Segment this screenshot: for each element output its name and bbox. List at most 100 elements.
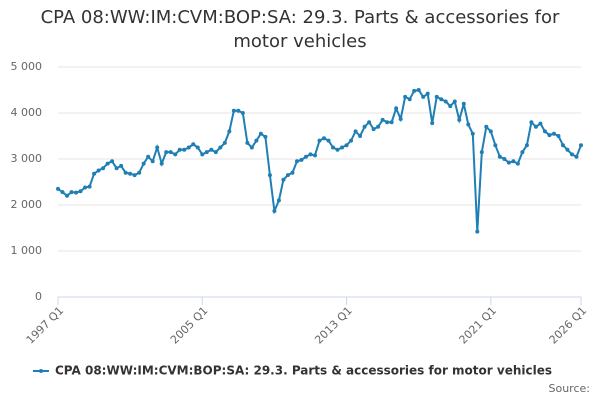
data-point [385,120,390,125]
data-point [231,108,236,113]
data-point [407,97,412,102]
data-point [524,143,529,148]
y-tick-label: 2 000 [11,198,43,211]
data-point [547,133,552,138]
data-point [272,208,277,213]
data-point [240,111,245,115]
data-point [488,129,493,134]
data-point [331,145,336,150]
data-point [376,124,381,129]
data-point [159,161,164,166]
data-point [209,147,214,152]
data-point [60,190,65,195]
data-point [69,190,74,195]
data-point [254,138,259,143]
data-point [87,184,92,189]
data-point [362,124,367,129]
data-point [520,150,525,155]
data-point [132,173,137,178]
data-point [114,166,119,171]
data-point [394,106,399,111]
chart-title: CPA 08:WW:IM:CVM:BOP:SA: 29.3. Parts & a… [40,7,560,52]
data-point [137,170,142,175]
data-point [150,159,155,164]
data-point [222,140,227,145]
y-tick-label: 5 000 [11,60,43,73]
data-point [182,147,187,152]
data-point [312,153,317,158]
data-point [389,120,394,125]
data-point [551,131,556,136]
data-point [218,145,223,150]
data-point [56,186,60,191]
x-tick-label: 2021 Q1 [457,304,500,347]
data-point [434,94,439,99]
data-point [128,171,133,176]
data-point [335,147,340,152]
data-point [96,168,101,173]
data-point [461,101,466,106]
data-point [556,134,561,138]
data-point [258,131,263,136]
data-point [92,171,97,176]
y-tick-label: 1 000 [11,244,43,257]
data-point [105,161,110,166]
data-point [123,170,128,175]
data-point [308,152,313,157]
data-point [353,129,358,134]
data-point [83,185,88,190]
data-point [560,143,565,148]
data-point [141,161,146,166]
data-point [186,145,191,150]
source-label: Source: [549,382,591,395]
data-point [421,94,426,99]
data-point [200,152,205,157]
data-point [249,145,254,150]
data-point [344,143,349,148]
data-point [511,159,516,164]
data-point [110,159,115,164]
data-point [322,136,327,141]
data-point [380,117,385,122]
y-tick-label: 0 [35,290,42,303]
data-point [146,154,151,159]
data-point [155,145,160,150]
data-point [290,170,295,175]
data-point [294,159,299,164]
data-point [191,142,196,147]
data-point [213,150,218,155]
data-point [403,94,408,99]
data-point [448,104,453,109]
data-point [168,150,173,155]
data-point [493,143,498,148]
data-point [497,154,502,159]
data-point [439,97,444,102]
y-tick-label: 3 000 [11,152,43,165]
x-tick-label: 2013 Q1 [312,304,355,347]
data-point [263,134,268,139]
data-point [267,173,272,178]
data-point [227,129,232,134]
data-point [515,161,520,166]
data-point [245,140,250,145]
data-point [276,198,281,203]
data-point [101,166,106,171]
y-tick-label: 4 000 [11,106,43,119]
data-point [371,127,376,132]
data-point [74,190,79,195]
data-point [574,154,579,159]
data-point [65,193,70,198]
data-point [475,229,480,234]
data-point [358,134,363,138]
data-point [452,99,457,104]
legend-label: CPA 08:WW:IM:CVM:BOP:SA: 29.3. Parts & a… [55,364,552,378]
data-point [204,150,209,155]
data-point [398,116,403,121]
data-point [164,150,169,155]
data-point [285,173,290,178]
data-point [533,124,538,129]
data-point [416,88,421,92]
data-point [529,120,534,125]
